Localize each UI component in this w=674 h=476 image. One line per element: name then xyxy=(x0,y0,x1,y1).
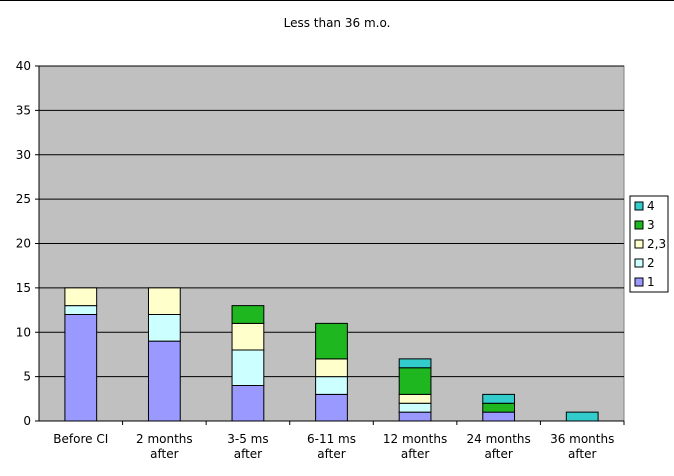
legend-swatch-1 xyxy=(634,277,644,287)
bar-segment-series-2,3 xyxy=(231,322,265,351)
x-tick-label: after xyxy=(401,447,429,461)
x-tick-label: after xyxy=(150,447,178,461)
bar-segment-series-4 xyxy=(398,358,432,369)
bar-segment-series-4 xyxy=(565,411,599,422)
legend-label-2,3: 2,3 xyxy=(647,237,666,251)
bar-segment-series-3 xyxy=(315,322,348,360)
x-tick-label: after xyxy=(568,447,596,461)
bar-segment-series-4 xyxy=(482,393,516,404)
x-tick-label: after xyxy=(484,447,512,461)
legend-swatch-3 xyxy=(634,220,644,230)
y-tick-label: 0 xyxy=(23,414,31,428)
bar-segment-series-2 xyxy=(231,349,265,386)
bar-segment-series-2,3 xyxy=(147,287,181,315)
bar-segment-series-2 xyxy=(398,402,432,413)
x-tick-label: after xyxy=(317,447,345,461)
bar-segment-series-2 xyxy=(315,376,348,395)
top-border xyxy=(0,0,674,1)
legend: 4 3 2,3 2 1 xyxy=(629,195,669,293)
bar-segment-series-1 xyxy=(231,385,265,422)
x-tick-label: 3-5 ms xyxy=(227,432,268,446)
bar-segment-series-1 xyxy=(482,411,516,422)
legend-label-3: 3 xyxy=(647,218,655,232)
y-tick-label: 40 xyxy=(16,59,31,73)
y-tick-label: 25 xyxy=(16,192,31,206)
bar-segment-series-2,3 xyxy=(315,358,348,378)
x-tick-label: 36 months xyxy=(550,432,614,446)
bar-segment-series-3 xyxy=(398,367,432,395)
y-tick-label: 35 xyxy=(16,103,31,117)
x-tick-label: Before CI xyxy=(53,432,108,446)
y-tick-label: 5 xyxy=(23,370,31,384)
x-tick-label: 12 months xyxy=(383,432,447,446)
legend-swatch-2 xyxy=(634,258,644,268)
y-tick-label: 15 xyxy=(16,281,31,295)
chart-title: Less than 36 m.o. xyxy=(284,16,391,30)
legend-label-2: 2 xyxy=(647,256,655,270)
x-tick-label: 24 months xyxy=(466,432,530,446)
x-tick-label: after xyxy=(234,447,262,461)
bar-segment-series-2 xyxy=(64,305,98,315)
bar-segment-series-1 xyxy=(64,314,98,422)
legend-label-1: 1 xyxy=(647,275,655,289)
legend-label-4: 4 xyxy=(647,199,655,213)
bar-segment-series-3 xyxy=(482,402,516,413)
bar-segment-series-1 xyxy=(315,393,348,422)
legend-swatch-2,3 xyxy=(634,239,644,249)
bar-segment-series-2,3 xyxy=(398,393,432,404)
bars xyxy=(64,287,599,422)
bar-segment-series-3 xyxy=(231,305,265,324)
y-tick-label: 30 xyxy=(16,148,31,162)
bar-segment-series-2 xyxy=(147,314,181,342)
bar-segment-series-1 xyxy=(398,411,432,422)
y-tick-label: 10 xyxy=(16,325,31,339)
legend-swatch-4 xyxy=(634,201,644,211)
bar-segment-series-1 xyxy=(147,340,181,422)
y-tick-label: 20 xyxy=(16,237,31,251)
x-tick-label: 6-11 ms xyxy=(307,432,356,446)
x-tick-label: 2 months xyxy=(136,432,193,446)
bar-segment-series-2,3 xyxy=(64,287,98,307)
